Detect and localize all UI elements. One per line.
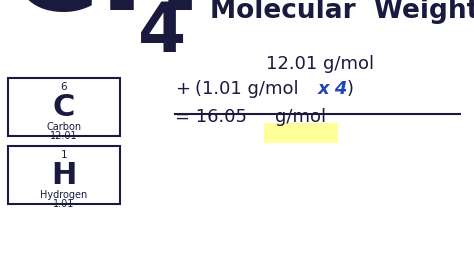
Text: +: + [175, 80, 190, 98]
Text: 12.01 g/mol: 12.01 g/mol [266, 55, 374, 73]
FancyBboxPatch shape [8, 78, 120, 136]
Text: C: C [53, 93, 75, 122]
Text: CH: CH [8, 0, 204, 36]
Text: (1.01 g/mol: (1.01 g/mol [195, 80, 304, 98]
Text: 6: 6 [61, 82, 67, 92]
Text: Carbon: Carbon [46, 122, 82, 132]
Text: x 4: x 4 [318, 80, 348, 98]
Text: = 16.05: = 16.05 [175, 108, 253, 126]
Text: 4: 4 [138, 0, 186, 66]
Text: 12.01: 12.01 [50, 131, 78, 141]
FancyBboxPatch shape [8, 146, 120, 204]
Text: ): ) [347, 80, 354, 98]
Text: H: H [51, 161, 77, 190]
FancyBboxPatch shape [264, 123, 338, 143]
Text: 1: 1 [61, 150, 67, 160]
Text: Hydrogen: Hydrogen [40, 190, 88, 200]
Text: 1.01: 1.01 [53, 199, 75, 209]
Text: g/mol: g/mol [275, 108, 327, 126]
Text: Molecular  Weight: Molecular Weight [210, 0, 474, 24]
